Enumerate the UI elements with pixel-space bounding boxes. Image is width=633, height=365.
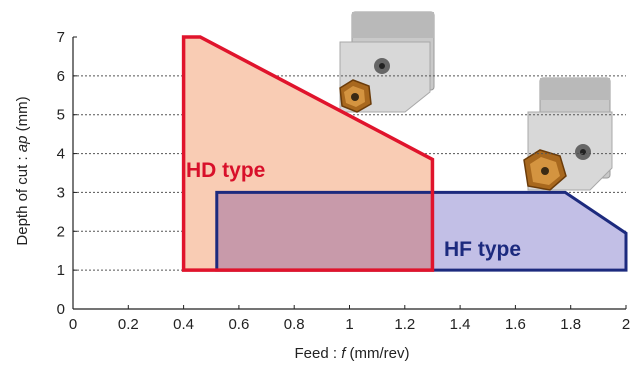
x-tick-label: 0.4 [173,316,194,333]
x-tick-label: 1.6 [505,316,526,333]
y-axis-label: Depth of cut : ap (mm) [14,96,31,245]
x-tick-label: 0.8 [284,316,305,333]
overlap-region-fill [216,192,433,271]
hd-type-region-outline [181,35,435,272]
x-tick-label: 0.2 [118,316,139,333]
y-tick-label: 0 [57,301,65,318]
x-tick-label: 1 [345,316,353,333]
x-tick-labels: 0 0.2 0.4 0.6 0.8 1 1.2 1.4 1.6 1.8 2 [69,305,630,333]
hf-type-region-outline [215,190,628,272]
regions [181,35,628,272]
x-tick-label: 0.6 [228,316,249,333]
hd-tool-holder-image [339,11,435,113]
y-tick-label: 5 [57,107,65,124]
x-tick-label: 0 [69,316,77,333]
x-tick-label: 2 [622,316,630,333]
x-axis-label: Feed : f (mm/rev) [294,345,409,362]
y-tick-label: 7 [57,29,65,46]
y-tick-labels: 0 1 2 3 4 5 6 7 [57,29,77,318]
hf-type-label: HF type [444,238,521,261]
y-tick-label: 3 [57,184,65,201]
x-tick-label: 1.2 [394,316,415,333]
y-tick-label: 4 [57,146,65,163]
y-tick-label: 1 [57,262,65,279]
y-tick-label: 2 [57,223,65,240]
hd-type-label: HD type [186,159,265,182]
x-tick-label: 1.8 [560,316,581,333]
hf-tool-holder-image [523,77,613,191]
y-tick-label: 6 [57,68,65,85]
x-tick-label: 1.4 [450,316,471,333]
